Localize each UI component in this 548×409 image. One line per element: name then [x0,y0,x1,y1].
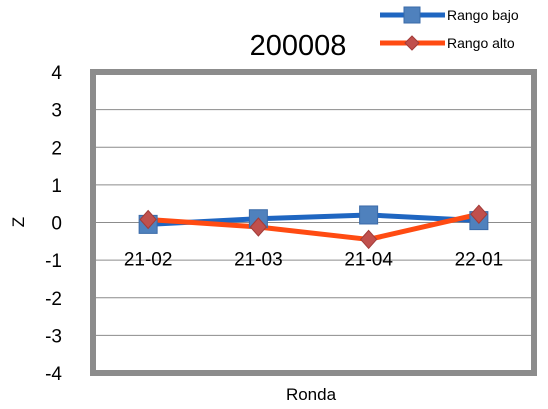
y-axis-label: Z [9,217,28,227]
chart-title: 200008 [250,30,347,62]
data-point-marker [249,217,268,237]
data-point-marker [470,204,488,224]
legend: Rango bajo Rango alto [380,6,519,51]
y-tick-label: 3 [51,101,62,122]
x-tick-label: 21-02 [124,250,173,271]
legend-label: Rango bajo [447,7,519,23]
y-tick-label: -3 [45,326,62,347]
series-markers [138,204,489,250]
data-point-marker [359,205,379,225]
data-point-marker [139,209,157,230]
data-point-marker [359,229,378,250]
y-tick-label: 4 [51,63,62,84]
y-tick-label: -1 [45,251,62,272]
legend-label: Rango alto [447,35,515,51]
x-axis-tick-labels: 21-02 21-03 21-04 22-01 [124,250,503,271]
series-lines [147,211,480,242]
x-tick-label: 21-04 [344,250,393,271]
y-tick-label: 0 [51,214,62,235]
gridlines [93,109,534,336]
y-tick-label: 2 [51,138,62,159]
legend-marker-square [403,6,421,24]
series-line-1 [147,211,480,242]
x-axis-label: Ronda [286,385,337,404]
y-tick-label: -2 [45,289,62,310]
legend-marker-diamond [404,35,420,51]
y-tick-label: -4 [45,364,62,385]
x-tick-label: 21-03 [234,250,283,271]
y-axis-tick-labels: 4 3 2 1 0 -1 -2 -3 -4 [45,63,62,385]
y-tick-label: 1 [51,176,62,197]
x-tick-label: 22-01 [455,250,504,271]
